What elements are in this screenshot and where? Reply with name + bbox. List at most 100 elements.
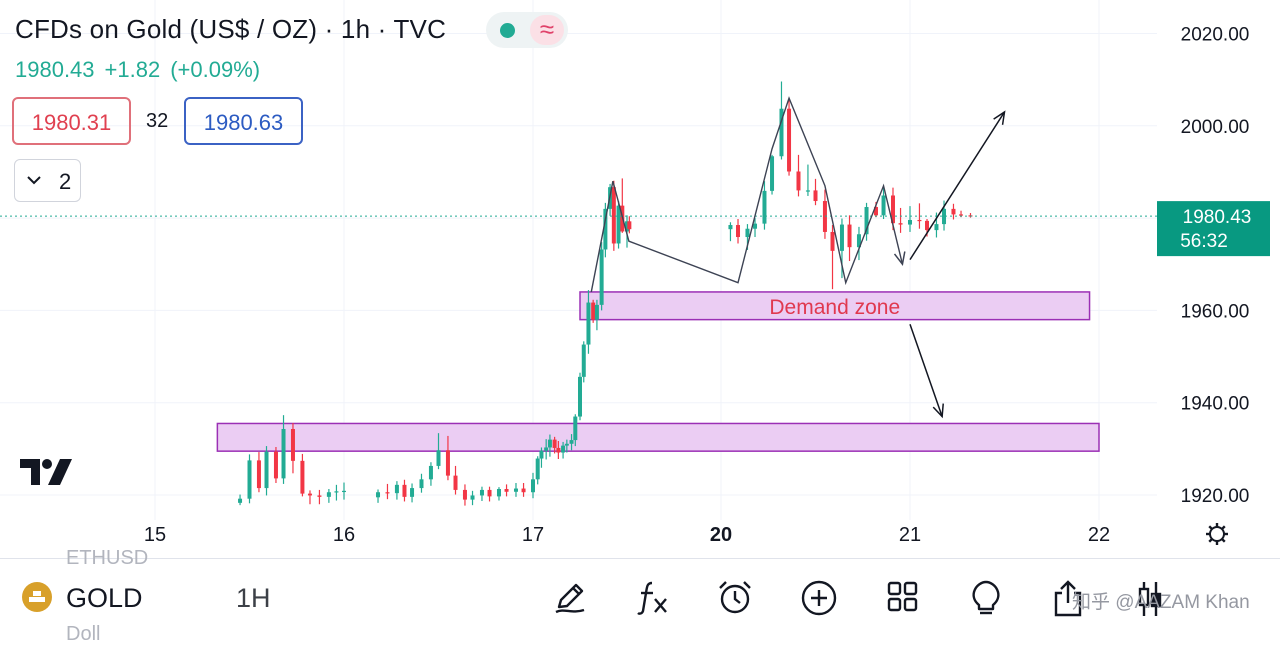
candle-body-up bbox=[539, 450, 544, 459]
candle-body-up bbox=[569, 440, 574, 444]
candles-icon[interactable] bbox=[1136, 579, 1164, 619]
candle-body-down bbox=[822, 201, 827, 232]
candle-body-up bbox=[779, 108, 784, 157]
candle-body-up bbox=[908, 219, 912, 225]
fx-icon[interactable] bbox=[636, 579, 670, 615]
delayed-data-icon: ≈ bbox=[530, 15, 564, 45]
symbol-button[interactable]: GOLD bbox=[66, 583, 143, 613]
candle-body-up bbox=[864, 207, 869, 235]
arrow-down-head bbox=[932, 403, 944, 419]
candle-body-down bbox=[487, 489, 492, 497]
candle-body-up bbox=[479, 489, 484, 496]
sell-button[interactable]: 1980.31 bbox=[12, 97, 131, 145]
candle-body-down bbox=[504, 489, 509, 492]
share-icon[interactable] bbox=[1050, 579, 1086, 619]
x-tick-label: 20 bbox=[710, 524, 732, 546]
candle-body-up bbox=[599, 249, 604, 305]
candle-body-down bbox=[736, 225, 741, 238]
settings-gear-icon[interactable] bbox=[1206, 523, 1228, 545]
axes-layer: 1920.001940.001960.001980.002000.002020.… bbox=[144, 25, 1270, 546]
candle-body-up bbox=[881, 195, 886, 216]
arrow-up-line bbox=[909, 111, 1006, 261]
interval-button[interactable]: 1H bbox=[236, 583, 271, 613]
pattern-zigzag-line bbox=[590, 96, 904, 293]
x-tick-label: 17 bbox=[522, 524, 544, 546]
candle-body-up bbox=[603, 208, 608, 250]
arrow-down-line bbox=[909, 323, 943, 417]
candle-body-up bbox=[839, 224, 844, 251]
grid-icon[interactable] bbox=[886, 579, 920, 615]
candle-body-up bbox=[238, 498, 243, 503]
buy-button[interactable]: 1980.63 bbox=[184, 97, 303, 145]
candle-body-up bbox=[934, 224, 939, 231]
candle-body-up bbox=[594, 304, 599, 320]
price-tag-value: 1980.43 bbox=[1183, 207, 1252, 228]
candle-body-up bbox=[428, 465, 433, 480]
candle-body-up bbox=[334, 491, 339, 493]
indicators-toggle[interactable]: 2 bbox=[14, 159, 81, 202]
candle-body-up bbox=[436, 450, 441, 466]
candle-body-down bbox=[273, 451, 278, 479]
arrow-up-head bbox=[993, 110, 1006, 125]
gear-body bbox=[1209, 526, 1225, 542]
candle-body-down bbox=[787, 108, 792, 172]
candle-body-up bbox=[573, 416, 578, 441]
candle-body-down bbox=[890, 195, 895, 224]
tradingview-logo bbox=[20, 459, 72, 485]
zone-label: Demand zone bbox=[769, 296, 900, 319]
candle-body-up bbox=[616, 205, 621, 244]
ghost-symbol-top: ETHUSD bbox=[66, 547, 149, 569]
candle-body-up bbox=[264, 451, 269, 489]
drawings-layer bbox=[0, 96, 1157, 419]
price-change-pct: (+0.09%) bbox=[170, 57, 261, 82]
price-tag-countdown: 56:32 bbox=[1180, 231, 1228, 252]
market-open-icon bbox=[500, 23, 515, 38]
spread-value: 32 bbox=[146, 110, 169, 132]
candle-body-up bbox=[762, 190, 767, 224]
alarm-icon[interactable] bbox=[716, 579, 754, 617]
candle-body-down bbox=[300, 460, 305, 494]
candle-body-down bbox=[591, 302, 596, 320]
chart-title: CFDs on Gold (US$ / OZ) · 1h · TVC bbox=[15, 14, 447, 44]
y-tick-label: 1940.00 bbox=[1181, 394, 1250, 415]
x-tick-label: 16 bbox=[333, 524, 355, 546]
candle-body-down bbox=[847, 224, 852, 248]
plus-circle-icon[interactable] bbox=[800, 579, 838, 617]
price-chart[interactable]: Demand zone 1920.001940.001960.001980.00… bbox=[0, 0, 1280, 560]
candle-body-up bbox=[394, 484, 399, 494]
status-badge[interactable]: ≈ bbox=[486, 12, 568, 48]
candle-body-up bbox=[728, 225, 733, 230]
candle-body-down bbox=[830, 231, 835, 251]
candle-body-down bbox=[951, 208, 956, 215]
candle-body-up bbox=[281, 429, 286, 479]
candle-body-up bbox=[376, 492, 381, 498]
candle-body-down bbox=[796, 171, 801, 191]
candle-body-down bbox=[813, 190, 818, 202]
candle-body-up bbox=[342, 490, 346, 493]
bottom-toolbar: ETHUSD Doll GOLD 1H 知乎 @AAZ bbox=[0, 547, 1280, 645]
candle-body-up bbox=[586, 302, 591, 345]
candle-body-down bbox=[402, 484, 407, 497]
candle-body-up bbox=[247, 460, 252, 499]
candle-body-up bbox=[544, 447, 549, 451]
candle-body-up bbox=[581, 344, 586, 377]
candle-body-up bbox=[805, 190, 810, 192]
zone-rect bbox=[579, 291, 1091, 321]
candle-body-down bbox=[556, 447, 561, 453]
candle-body-up bbox=[564, 443, 569, 446]
last-price: 1980.43 bbox=[15, 57, 95, 82]
candle-body-up bbox=[753, 223, 758, 229]
candle-body-down bbox=[445, 450, 450, 476]
candle-body-down bbox=[290, 429, 295, 461]
candle-body-up bbox=[770, 156, 775, 191]
candle-body-down bbox=[385, 492, 390, 494]
chart-grid bbox=[0, 0, 1157, 520]
lightbulb-icon[interactable] bbox=[968, 579, 1004, 619]
candle-body-down bbox=[917, 219, 922, 222]
candle-body-up bbox=[942, 208, 947, 225]
pen-icon[interactable] bbox=[552, 579, 588, 615]
candle-body-down bbox=[925, 220, 930, 231]
candle-body-down bbox=[453, 475, 458, 490]
candle-body-up bbox=[419, 479, 424, 489]
candle-body-down bbox=[317, 495, 322, 497]
